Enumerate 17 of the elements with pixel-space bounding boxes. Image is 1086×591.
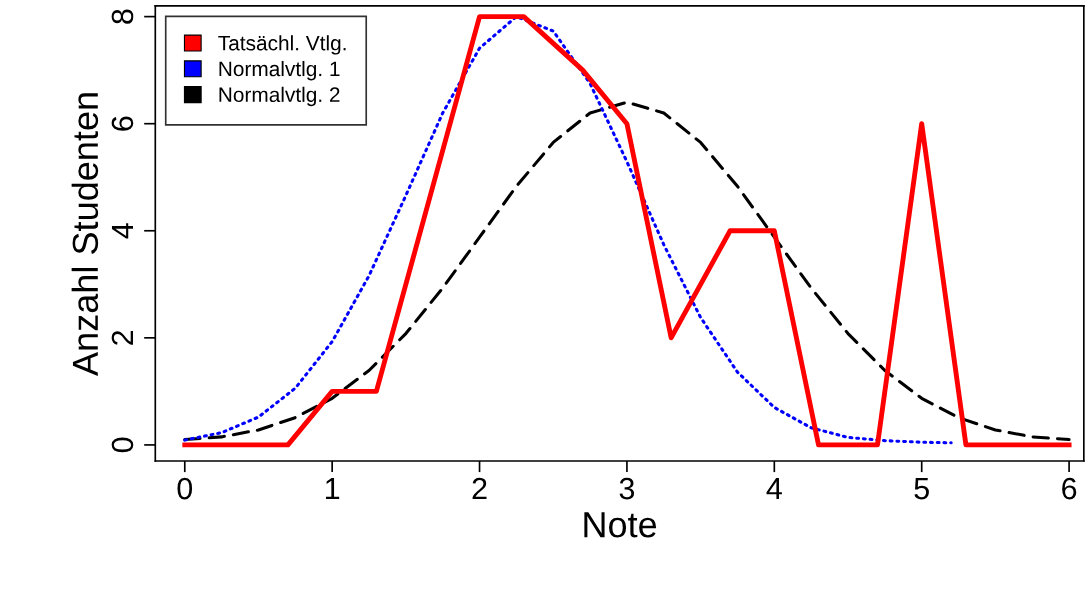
legend-label: Tatsächl. Vtlg. — [218, 35, 346, 55]
x-tick-label: 2 — [472, 477, 487, 500]
y-tick-label: 8 — [111, 9, 134, 24]
y-tick-label: 2 — [111, 330, 133, 345]
legend-label: Normalvtlg. 1 — [219, 60, 340, 81]
y-tick-label: 6 — [111, 116, 134, 131]
x-axis-title: Note — [584, 512, 657, 538]
x-tick-label: 5 — [914, 478, 929, 500]
legend-label: Normalvtlg. 2 — [219, 86, 340, 107]
x-tick-label: 0 — [177, 477, 193, 500]
x-tick-label: 1 — [325, 478, 340, 500]
x-tick-label: 4 — [766, 478, 782, 500]
x-tick-label: 6 — [1062, 477, 1077, 500]
y-tick-label: 0 — [111, 437, 134, 453]
x-tick-label: 3 — [619, 477, 635, 500]
y-tick-label: 4 — [111, 223, 133, 239]
y-axis-title: Anzahl Studenten — [71, 93, 99, 376]
